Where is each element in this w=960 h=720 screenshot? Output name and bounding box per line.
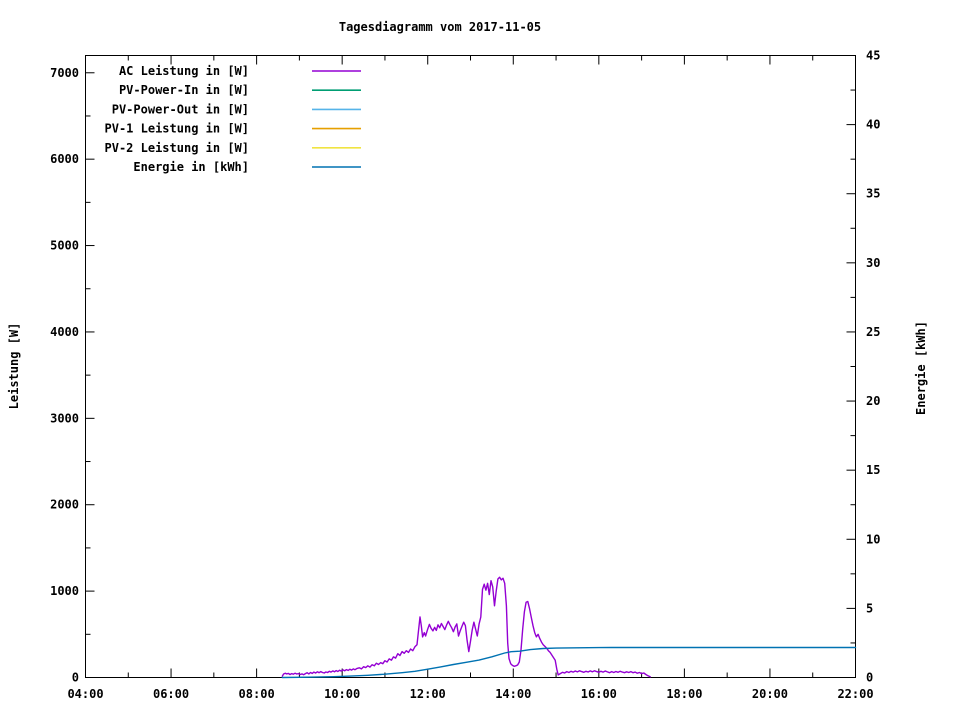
- right-tick-label: 45: [866, 49, 880, 63]
- right-axis-ticks: 0 5 10 15 20 25 30 35 40 45: [846, 49, 880, 685]
- right-tick-label: 20: [866, 394, 880, 408]
- x-tick-label: 10:00: [324, 687, 360, 701]
- legend-item: PV-Power-In in [W]: [119, 83, 361, 97]
- left-tick-label: 7000: [50, 66, 79, 80]
- left-axis-ticks: 0 1000 2000 3000 4000 5000 6000 7000: [50, 66, 95, 685]
- right-tick-label: 0: [866, 671, 873, 685]
- left-tick-label: 0: [72, 671, 79, 685]
- legend-label: PV-Power-Out in [W]: [112, 102, 249, 116]
- left-tick-label: 1000: [50, 584, 79, 598]
- left-tick-label: 5000: [50, 239, 79, 253]
- legend-label: Energie in [kWh]: [133, 160, 249, 174]
- legend-label: AC Leistung in [W]: [119, 64, 249, 78]
- x-tick-label: 12:00: [410, 687, 446, 701]
- legend: AC Leistung in [W] PV-Power-In in [W] PV-P…: [105, 64, 361, 174]
- legend-label: PV-2 Leistung in [W]: [105, 141, 250, 155]
- x-tick-label: 14:00: [495, 687, 531, 701]
- right-tick-label: 40: [866, 118, 880, 132]
- legend-item: PV-1 Leistung in [W]: [105, 122, 361, 136]
- right-tick-label: 10: [866, 532, 880, 546]
- x-tick-label: 20:00: [752, 687, 788, 701]
- x-axis-ticks: 04:00 06:00 08:00 10:00 12:00 14:00 16:00 18:00…: [67, 55, 874, 701]
- legend-item: PV-2 Leistung in [W]: [105, 141, 361, 155]
- chart-title: Tagesdiagramm vom 2017-11-05: [338, 20, 542, 34]
- right-tick-label: 30: [866, 256, 880, 270]
- legend-label: PV-1 Leistung in [W]: [105, 122, 250, 136]
- x-tick-label: 06:00: [153, 687, 189, 701]
- left-tick-label: 2000: [50, 498, 79, 512]
- x-tick-label: 04:00: [67, 687, 103, 701]
- series-ac-leistung-in-w: [281, 576, 651, 678]
- left-tick-label: 3000: [50, 411, 79, 425]
- right-tick-label: 25: [866, 325, 880, 339]
- legend-item: PV-Power-Out in [W]: [112, 102, 361, 116]
- legend-item: Energie in [kWh]: [133, 160, 361, 174]
- legend-item: AC Leistung in [W]: [119, 64, 361, 78]
- series-energie-in-kwh: [281, 646, 857, 679]
- x-tick-label: 22:00: [837, 687, 873, 701]
- left-tick-label: 4000: [50, 325, 79, 339]
- right-tick-label: 5: [866, 601, 873, 615]
- x-tick-label: 08:00: [239, 687, 275, 701]
- right-tick-label: 15: [866, 463, 880, 477]
- x-tick-label: 16:00: [581, 687, 617, 701]
- left-tick-label: 6000: [50, 152, 79, 166]
- right-tick-label: 35: [866, 187, 880, 201]
- legend-label: PV-Power-In in [W]: [119, 83, 249, 97]
- x-tick-label: 18:00: [666, 687, 702, 701]
